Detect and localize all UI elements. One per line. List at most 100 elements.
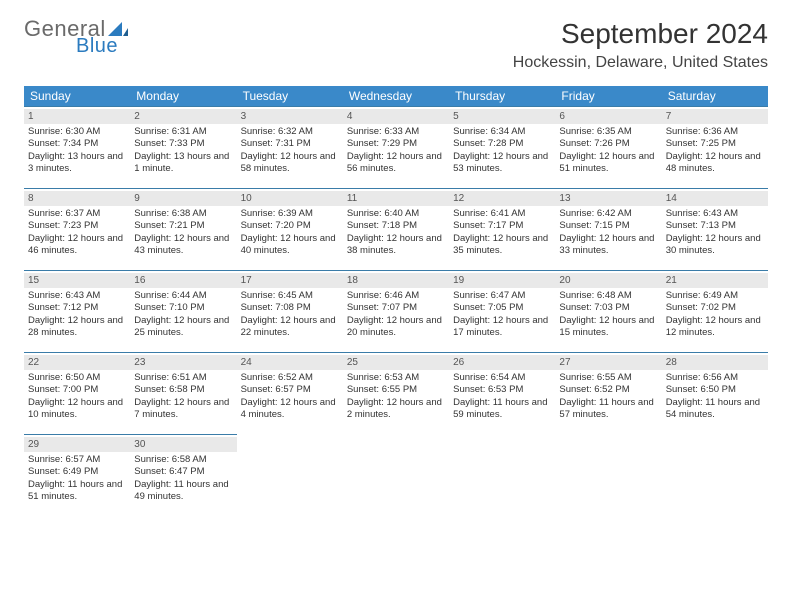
calendar-cell: 3Sunrise: 6:32 AMSunset: 7:31 PMDaylight… xyxy=(237,107,343,189)
sunset-text: Sunset: 7:00 PM xyxy=(28,384,126,396)
calendar-cell: 27Sunrise: 6:55 AMSunset: 6:52 PMDayligh… xyxy=(555,353,661,435)
calendar-cell: 26Sunrise: 6:54 AMSunset: 6:53 PMDayligh… xyxy=(449,353,555,435)
calendar-cell: 29Sunrise: 6:57 AMSunset: 6:49 PMDayligh… xyxy=(24,435,130,517)
sunset-text: Sunset: 7:20 PM xyxy=(241,220,339,232)
location-text: Hockessin, Delaware, United States xyxy=(513,54,768,72)
calendar-cell: 14 Sunrise: 6:43 AMSunset: 7:13 PMDayligh… xyxy=(662,189,768,271)
calendar-cell: 16Sunrise: 6:44 AMSunset: 7:10 PMDayligh… xyxy=(130,271,236,353)
daylight-text: Daylight: 12 hours and 51 minutes. xyxy=(559,151,657,176)
calendar-row: 29Sunrise: 6:57 AMSunset: 6:49 PMDayligh… xyxy=(24,435,768,517)
daylight-text: Daylight: 12 hours and 48 minutes. xyxy=(666,151,764,176)
sunrise-text: Sunrise: 6:57 AM xyxy=(28,454,126,466)
sunset-text: Sunset: 7:03 PM xyxy=(559,302,657,314)
day-number: 19 xyxy=(449,273,555,288)
day-number: 28 xyxy=(662,355,768,370)
day-number: 22 xyxy=(24,355,130,370)
sunset-text: Sunset: 7:07 PM xyxy=(347,302,445,314)
sunset-text: Sunset: 6:55 PM xyxy=(347,384,445,396)
sunset-text: Sunset: 6:53 PM xyxy=(453,384,551,396)
sunrise-text: Sunrise: 6:31 AM xyxy=(134,126,232,138)
weekday-saturday: Saturday xyxy=(662,86,768,107)
day-number: 25 xyxy=(343,355,449,370)
day-number: 5 xyxy=(449,109,555,124)
sunrise-text: Sunrise: 6:55 AM xyxy=(559,372,657,384)
day-number: 20 xyxy=(555,273,661,288)
day-number: 16 xyxy=(130,273,236,288)
daylight-text: Daylight: 12 hours and 33 minutes. xyxy=(559,233,657,258)
daylight-text: Daylight: 12 hours and 30 minutes. xyxy=(666,233,764,258)
header: General Blue September 2024 Hockessin, D… xyxy=(24,18,768,72)
day-number: 4 xyxy=(343,109,449,124)
sunset-text: Sunset: 7:31 PM xyxy=(241,138,339,150)
sunrise-text: Sunrise: 6:48 AM xyxy=(559,290,657,302)
sunset-text: Sunset: 7:15 PM xyxy=(559,220,657,232)
day-number: 13 xyxy=(555,191,661,206)
daylight-text: Daylight: 12 hours and 56 minutes. xyxy=(347,151,445,176)
weekday-monday: Monday xyxy=(130,86,236,107)
daylight-text: Daylight: 12 hours and 2 minutes. xyxy=(347,397,445,422)
sunrise-text: Sunrise: 6:53 AM xyxy=(347,372,445,384)
day-number: 21 xyxy=(662,273,768,288)
logo: General Blue xyxy=(24,18,128,56)
sunset-text: Sunset: 6:57 PM xyxy=(241,384,339,396)
sunset-text: Sunset: 7:25 PM xyxy=(666,138,764,150)
daylight-text: Daylight: 11 hours and 49 minutes. xyxy=(134,479,232,504)
sunrise-text: Sunrise: 6:51 AM xyxy=(134,372,232,384)
daylight-text: Daylight: 12 hours and 58 minutes. xyxy=(241,151,339,176)
sunset-text: Sunset: 6:58 PM xyxy=(134,384,232,396)
sunset-text: Sunset: 6:47 PM xyxy=(134,466,232,478)
sunset-text: Sunset: 7:12 PM xyxy=(28,302,126,314)
daylight-text: Daylight: 12 hours and 40 minutes. xyxy=(241,233,339,258)
daylight-text: Daylight: 12 hours and 15 minutes. xyxy=(559,315,657,340)
sunrise-text: Sunrise: 6:37 AM xyxy=(28,208,126,220)
sunrise-text: Sunrise: 6:49 AM xyxy=(666,290,764,302)
calendar-cell: 24Sunrise: 6:52 AMSunset: 6:57 PMDayligh… xyxy=(237,353,343,435)
daylight-text: Daylight: 12 hours and 43 minutes. xyxy=(134,233,232,258)
calendar-cell: 7Sunrise: 6:36 AMSunset: 7:25 PMDaylight… xyxy=(662,107,768,189)
calendar-cell xyxy=(237,435,343,517)
day-number: 6 xyxy=(555,109,661,124)
calendar-body: 1Sunrise: 6:30 AMSunset: 7:34 PMDaylight… xyxy=(24,107,768,517)
daylight-text: Daylight: 13 hours and 1 minute. xyxy=(134,151,232,176)
day-number: 27 xyxy=(555,355,661,370)
weekday-tuesday: Tuesday xyxy=(237,86,343,107)
day-number: 29 xyxy=(24,437,130,452)
calendar-cell: 15Sunrise: 6:43 AMSunset: 7:12 PMDayligh… xyxy=(24,271,130,353)
title-block: September 2024 Hockessin, Delaware, Unit… xyxy=(513,18,768,72)
day-number: 18 xyxy=(343,273,449,288)
sunset-text: Sunset: 7:23 PM xyxy=(28,220,126,232)
sunset-text: Sunset: 7:29 PM xyxy=(347,138,445,150)
sunrise-text: Sunrise: 6:32 AM xyxy=(241,126,339,138)
calendar-cell: 22Sunrise: 6:50 AMSunset: 7:00 PMDayligh… xyxy=(24,353,130,435)
day-number: 23 xyxy=(130,355,236,370)
calendar-table: Sunday Monday Tuesday Wednesday Thursday… xyxy=(24,86,768,517)
weekday-sunday: Sunday xyxy=(24,86,130,107)
calendar-cell: 4Sunrise: 6:33 AMSunset: 7:29 PMDaylight… xyxy=(343,107,449,189)
calendar-cell xyxy=(662,435,768,517)
sunset-text: Sunset: 6:50 PM xyxy=(666,384,764,396)
daylight-text: Daylight: 13 hours and 3 minutes. xyxy=(28,151,126,176)
day-number: 14 xyxy=(662,191,768,206)
calendar-cell: 13 Sunrise: 6:42 AMSunset: 7:15 PMDayligh… xyxy=(555,189,661,271)
day-number: 15 xyxy=(24,273,130,288)
sunset-text: Sunset: 7:10 PM xyxy=(134,302,232,314)
sail-icon xyxy=(108,22,128,36)
daylight-text: Daylight: 12 hours and 4 minutes. xyxy=(241,397,339,422)
day-number: 1 xyxy=(24,109,130,124)
calendar-cell xyxy=(555,435,661,517)
daylight-text: Daylight: 12 hours and 53 minutes. xyxy=(453,151,551,176)
day-number: 17 xyxy=(237,273,343,288)
daylight-text: Daylight: 12 hours and 12 minutes. xyxy=(666,315,764,340)
sunrise-text: Sunrise: 6:45 AM xyxy=(241,290,339,302)
sunset-text: Sunset: 7:34 PM xyxy=(28,138,126,150)
calendar-cell: 10Sunrise: 6:39 AMSunset: 7:20 PMDayligh… xyxy=(237,189,343,271)
calendar-cell: 2Sunrise: 6:31 AMSunset: 7:33 PMDaylight… xyxy=(130,107,236,189)
sunrise-text: Sunrise: 6:42 AM xyxy=(559,208,657,220)
sunset-text: Sunset: 7:13 PM xyxy=(666,220,764,232)
sunrise-text: Sunrise: 6:43 AM xyxy=(666,208,764,220)
sunrise-text: Sunrise: 6:56 AM xyxy=(666,372,764,384)
daylight-text: Daylight: 12 hours and 28 minutes. xyxy=(28,315,126,340)
day-number: 24 xyxy=(237,355,343,370)
sunset-text: Sunset: 7:08 PM xyxy=(241,302,339,314)
sunrise-text: Sunrise: 6:36 AM xyxy=(666,126,764,138)
